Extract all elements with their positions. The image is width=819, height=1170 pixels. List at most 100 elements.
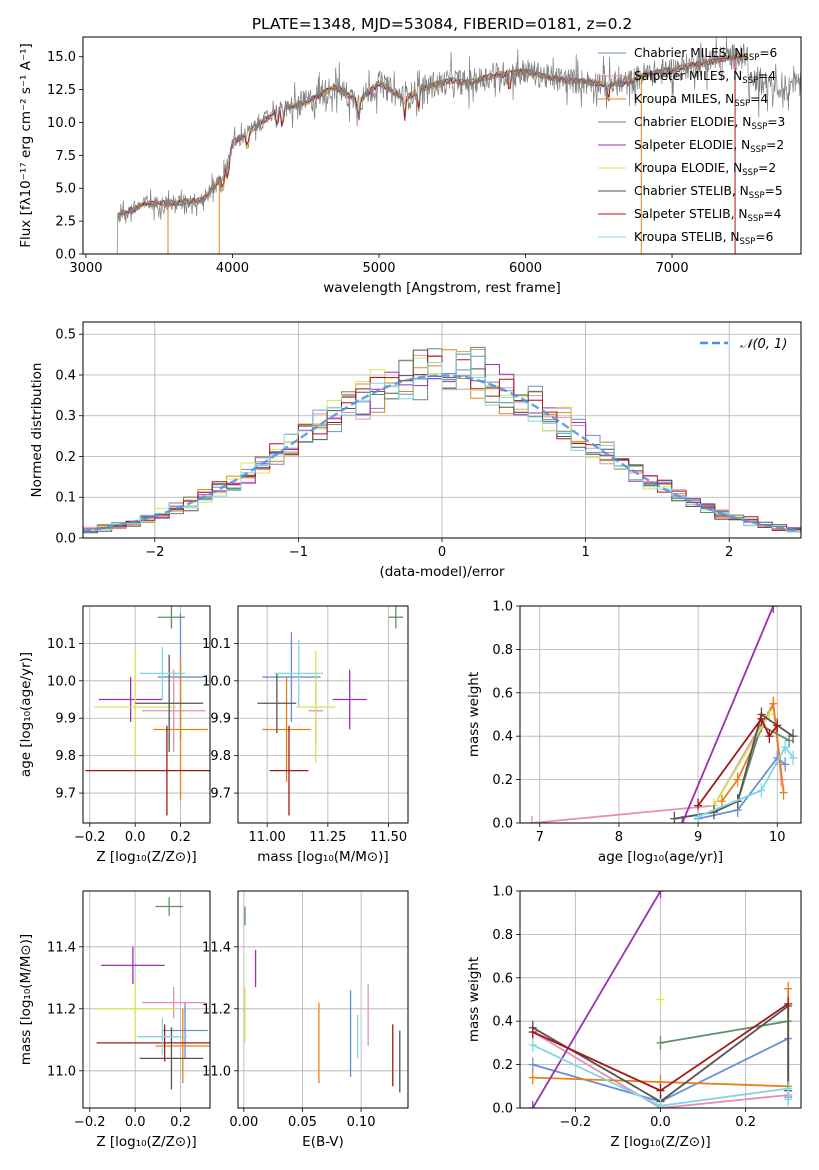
y-tick-label: 9.7 bbox=[210, 787, 231, 802]
legend-entry: Chabrier MILES, NSSP=6 bbox=[634, 46, 777, 63]
y-tick-label: 0.0 bbox=[492, 1102, 513, 1117]
y-tick-label: 0.1 bbox=[55, 491, 76, 506]
x-tick-label: −2 bbox=[145, 545, 164, 560]
y-tick-label: 1.0 bbox=[492, 600, 513, 615]
x-axis-label: (data-model)/error bbox=[379, 564, 505, 580]
y-tick-label: 0.2 bbox=[55, 450, 76, 465]
x-tick-label: −0.2 bbox=[74, 1115, 106, 1130]
y-tick-label: 0.4 bbox=[55, 368, 76, 383]
x-tick-label: 7000 bbox=[656, 261, 689, 276]
figure-title: PLATE=1348, MJD=53084, FIBERID=0181, z=0… bbox=[252, 15, 633, 33]
plot-area bbox=[85, 606, 210, 816]
y-tick-label: 11.0 bbox=[202, 1064, 231, 1079]
x-tick-label: 0.2 bbox=[735, 1115, 756, 1130]
y-tick-label: 5.0 bbox=[55, 182, 76, 197]
x-tick-label: 0.0 bbox=[125, 1115, 146, 1130]
y-tick-label: 7.5 bbox=[55, 149, 76, 164]
x-tick-label: 0 bbox=[438, 545, 446, 560]
y-tick-label: 1.0 bbox=[492, 885, 513, 900]
mass-weight-line bbox=[713, 714, 771, 807]
y-tick-label: 0.5 bbox=[55, 328, 76, 343]
y-tick-label: 10.0 bbox=[47, 116, 76, 131]
legend-entry: Chabrier ELODIE, NSSP=3 bbox=[634, 115, 785, 132]
mass-vs-metallicity-panel: −0.2 0.0 0.2 11.0 11.2 11.4 Z [log₁₀(Z/Z⊙)] mas… bbox=[18, 890, 211, 1150]
mass-vs-ebv-panel: 0.00 0.05 0.10 11.0 11.2 11.4 E(B-V) bbox=[202, 890, 409, 1150]
y-tick-label: 11.2 bbox=[202, 1002, 231, 1017]
x-tick-label: 0.00 bbox=[229, 1115, 258, 1130]
y-tick-label: 0.0 bbox=[492, 817, 513, 832]
legend-entry: Salpeter ELODIE, NSSP=2 bbox=[634, 138, 784, 155]
y-tick-label: 10.1 bbox=[202, 637, 231, 652]
x-axis-label: E(B-V) bbox=[302, 1134, 344, 1150]
gaussian-curve bbox=[83, 374, 801, 533]
plot-area bbox=[94, 897, 210, 1090]
x-tick-label: 3000 bbox=[69, 261, 102, 276]
y-axis-label: mass [log₁₀(M/M⊙)] bbox=[18, 934, 34, 1065]
x-tick-label: 10 bbox=[769, 830, 786, 845]
mass-weight-line bbox=[532, 1004, 790, 1103]
mass-weight-line bbox=[532, 891, 662, 1108]
axes-frame bbox=[82, 890, 211, 1109]
mass-weight-line bbox=[697, 745, 794, 818]
x-axis-label: age [log₁₀(age/yr)] bbox=[598, 849, 723, 865]
mass-weight-line bbox=[681, 606, 775, 823]
x-tick-label: 0.0 bbox=[650, 1115, 671, 1130]
y-tick-label: 0.8 bbox=[492, 643, 513, 658]
plot-area bbox=[527, 606, 798, 823]
residuals-panel: −2 −1 0 1 2 0.0 0.1 0.2 0.3 0.4 0.5 (data-model)/er… bbox=[29, 321, 802, 580]
axes-frame bbox=[237, 890, 409, 1109]
x-tick-label: 0.2 bbox=[170, 830, 191, 845]
y-tick-label: 0.6 bbox=[492, 971, 513, 986]
observed-spectrum bbox=[116, 37, 801, 254]
x-tick-label: 11.50 bbox=[370, 830, 407, 845]
plot-area bbox=[257, 606, 404, 816]
age-vs-mass-panel: 11.00 11.25 11.50 9.7 9.8 9.9 10.0 10.1 mass [lo… bbox=[202, 605, 409, 865]
x-tick-label: 6000 bbox=[509, 261, 542, 276]
plot-area bbox=[83, 346, 801, 538]
y-tick-label: 0.2 bbox=[492, 1058, 513, 1073]
y-tick-label: 10.0 bbox=[202, 674, 231, 689]
x-axis-label: Z [log₁₀(Z/Z⊙)] bbox=[96, 849, 196, 865]
weight-vs-metallicity-panel: −0.2 0.0 0.2 0.0 0.2 0.4 0.6 0.8 1.0 Z [log₁₀(Z/Z… bbox=[466, 885, 802, 1150]
x-tick-label: 0.2 bbox=[170, 1115, 191, 1130]
y-tick-label: 9.8 bbox=[55, 749, 76, 764]
x-tick-label: 1 bbox=[581, 545, 589, 560]
weight-vs-age-panel: 7 8 9 10 0.0 0.2 0.4 0.6 0.8 1.0 age [log₁₀(age/yr… bbox=[466, 600, 802, 865]
x-tick-label: 2 bbox=[725, 545, 733, 560]
legend-entry: Salpeter STELIB, NSSP=4 bbox=[634, 207, 782, 224]
legend-entry: Salpeter MILES, NSSP=4 bbox=[634, 69, 776, 86]
x-tick-label: −1 bbox=[289, 545, 308, 560]
mass-weight-line bbox=[697, 717, 779, 807]
y-tick-label: 9.8 bbox=[210, 749, 231, 764]
y-tick-label: 15.0 bbox=[47, 50, 76, 65]
y-tick-label: 0.2 bbox=[492, 773, 513, 788]
x-axis-label: Z [log₁₀(Z/Z⊙)] bbox=[96, 1134, 196, 1150]
x-tick-label: 0.10 bbox=[347, 1115, 376, 1130]
x-tick-label: 0.05 bbox=[288, 1115, 317, 1130]
y-axis-label: age [log₁₀(age/yr)] bbox=[18, 652, 34, 777]
x-tick-label: −0.2 bbox=[74, 830, 106, 845]
y-tick-label: 0.3 bbox=[55, 409, 76, 424]
legend-entry: 𝒩(0, 1) bbox=[740, 337, 787, 352]
x-tick-label: −0.2 bbox=[560, 1115, 592, 1130]
plot-area bbox=[244, 906, 401, 1093]
axes-frame bbox=[519, 890, 802, 1109]
axes-frame bbox=[82, 36, 802, 255]
y-tick-label: 9.7 bbox=[55, 787, 76, 802]
plot-area bbox=[528, 891, 793, 1108]
spectrum-panel: 3000 4000 5000 6000 7000 0.0 2.5 5.0 7.5 10.0 12.5… bbox=[18, 36, 802, 296]
x-tick-label: 11.25 bbox=[309, 830, 346, 845]
y-tick-label: 10.0 bbox=[47, 674, 76, 689]
y-tick-label: 0.4 bbox=[492, 1015, 513, 1030]
y-axis-label: mass weight bbox=[466, 672, 482, 757]
y-tick-label: 9.9 bbox=[210, 712, 231, 727]
legend-entry: Kroupa ELODIE, NSSP=2 bbox=[634, 161, 776, 178]
y-tick-label: 0.8 bbox=[492, 928, 513, 943]
legend-entry: Chabrier STELIB, NSSP=5 bbox=[634, 184, 783, 201]
legend-entry: Kroupa MILES, NSSP=4 bbox=[634, 92, 768, 109]
axes-frame bbox=[237, 605, 409, 824]
x-tick-label: 5000 bbox=[362, 261, 395, 276]
axes-frame bbox=[82, 321, 802, 539]
y-tick-label: 0.6 bbox=[492, 686, 513, 701]
